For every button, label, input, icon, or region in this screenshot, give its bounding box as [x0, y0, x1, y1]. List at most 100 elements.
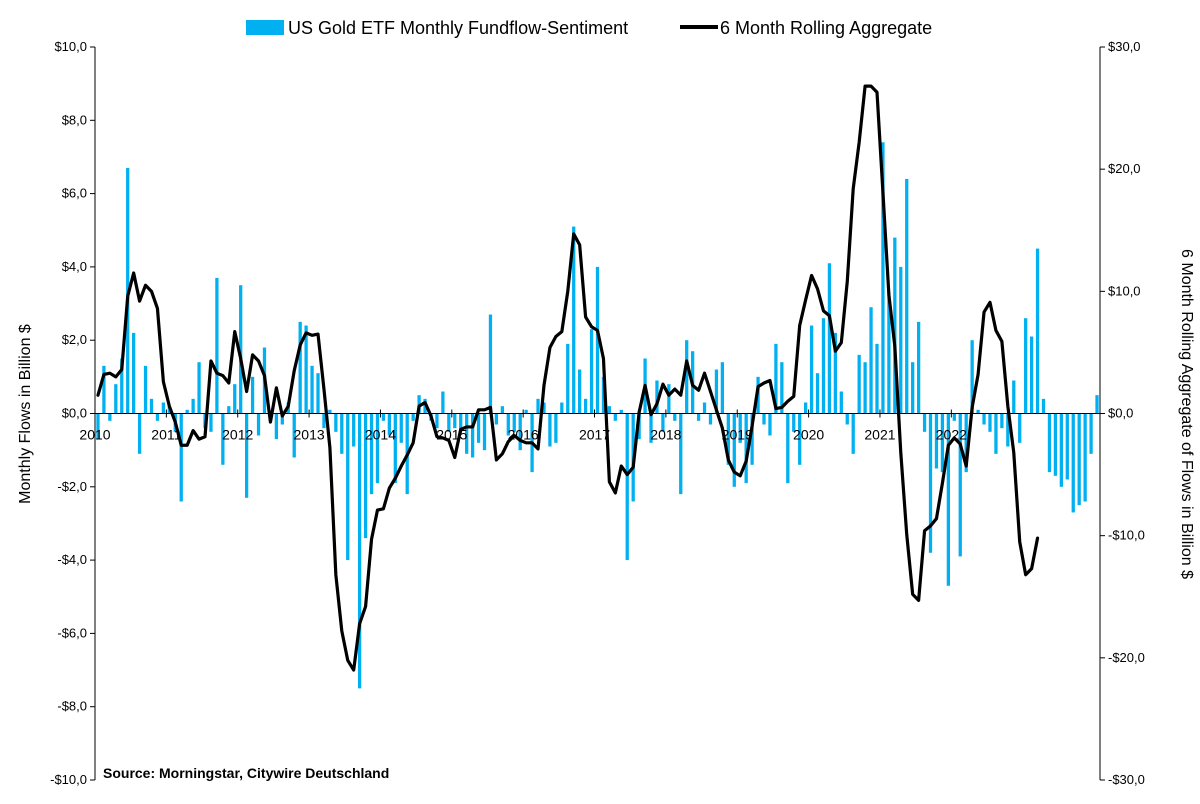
bar: [1077, 413, 1081, 506]
bar: [696, 413, 701, 421]
bar: [209, 413, 213, 432]
bar: [964, 413, 968, 473]
right-tick-label: $0,0: [1108, 406, 1133, 421]
tick-labels: $10,0 $8,0 $6,0 $4,0 $2,0 $0,0 -$2,0 -$4,0 -$6,0…: [50, 39, 1145, 787]
bar: [1000, 413, 1004, 429]
bar: [435, 413, 439, 429]
bar: [352, 413, 356, 447]
bar: [738, 413, 742, 443]
bar: [298, 321, 302, 414]
bar: [108, 413, 112, 421]
bar: [387, 413, 391, 436]
bar: [887, 292, 891, 414]
right-tick-label: $10,0: [1108, 283, 1141, 298]
bar: [595, 266, 600, 414]
bar: [798, 413, 802, 465]
bar: [815, 373, 820, 414]
bar: [1035, 248, 1040, 414]
bar: [512, 413, 516, 432]
year-label: 2011: [151, 427, 181, 443]
bar: [1053, 413, 1058, 476]
right-axis-title: 6 Month Rolling Aggregate of Flows in Bi…: [1178, 249, 1195, 579]
rolling-aggregate-line: [96, 84, 1040, 672]
bar: [393, 413, 397, 484]
bar: [578, 369, 582, 414]
bar: [726, 413, 730, 465]
bar: [566, 343, 570, 414]
bar: [227, 406, 231, 414]
bar: [839, 391, 843, 414]
bar: [197, 362, 201, 414]
bar: [780, 362, 784, 414]
year-label: 2012: [222, 427, 253, 443]
bar: [958, 413, 962, 557]
bar: [928, 413, 933, 553]
bar: [375, 413, 380, 484]
bar: [768, 413, 772, 436]
bar: [881, 142, 885, 414]
bar: [845, 413, 849, 425]
bar: [340, 413, 344, 454]
bar: [762, 413, 766, 425]
bar: [1065, 413, 1069, 480]
bar: [952, 413, 956, 421]
bar: [988, 413, 992, 432]
bar: [1024, 318, 1028, 414]
bar: [744, 413, 748, 484]
bar: [786, 413, 790, 484]
bar: [702, 402, 707, 414]
bar: [982, 413, 986, 425]
bar: [399, 413, 403, 443]
bar: [447, 413, 451, 432]
bar: [470, 413, 475, 458]
bar: [191, 398, 195, 414]
year-label: 2017: [579, 427, 610, 443]
legend-bar-label: US Gold ETF Monthly Fundflow-Sentiment: [288, 18, 628, 38]
bar: [994, 413, 998, 454]
bar: [572, 226, 576, 414]
bar: [940, 413, 945, 473]
bar: [875, 343, 879, 414]
bar: [970, 340, 974, 414]
right-tick-label: -$30,0: [1108, 772, 1145, 787]
bar: [809, 325, 814, 414]
bar: [465, 413, 469, 454]
bar: [922, 413, 927, 432]
bar: [132, 332, 136, 414]
bar: [905, 178, 909, 414]
bar: [328, 409, 332, 414]
source-note: Source: Morningstar, Citywire Deutschlan…: [103, 765, 389, 781]
year-label: 2014: [365, 427, 396, 443]
bar: [221, 413, 225, 465]
axes: [90, 46, 1105, 781]
left-tick-label: -$6,0: [57, 625, 87, 640]
bar: [1041, 398, 1046, 414]
bar: [1071, 413, 1075, 513]
year-label: 2021: [864, 427, 895, 443]
year-label: 2018: [650, 427, 681, 443]
bar: [1095, 395, 1099, 414]
bar: [708, 413, 713, 425]
year-label: 2022: [936, 427, 967, 443]
right-tick-label: $20,0: [1108, 161, 1141, 176]
bar: [280, 413, 284, 425]
bar: [357, 413, 362, 689]
bar: [363, 413, 368, 539]
right-tick-label: -$20,0: [1108, 650, 1145, 665]
left-tick-label: $6,0: [62, 186, 87, 201]
bar: [714, 369, 719, 414]
bar: [613, 413, 617, 421]
bar: [316, 373, 320, 414]
bar: [869, 307, 873, 414]
bar: [673, 413, 677, 421]
line-series: [96, 84, 1040, 672]
bar: [1083, 413, 1087, 502]
bar: [245, 413, 249, 498]
bar: [655, 380, 659, 414]
bar: [518, 413, 522, 451]
bar: [161, 402, 166, 414]
bar: [274, 413, 279, 440]
bar: [381, 413, 386, 421]
